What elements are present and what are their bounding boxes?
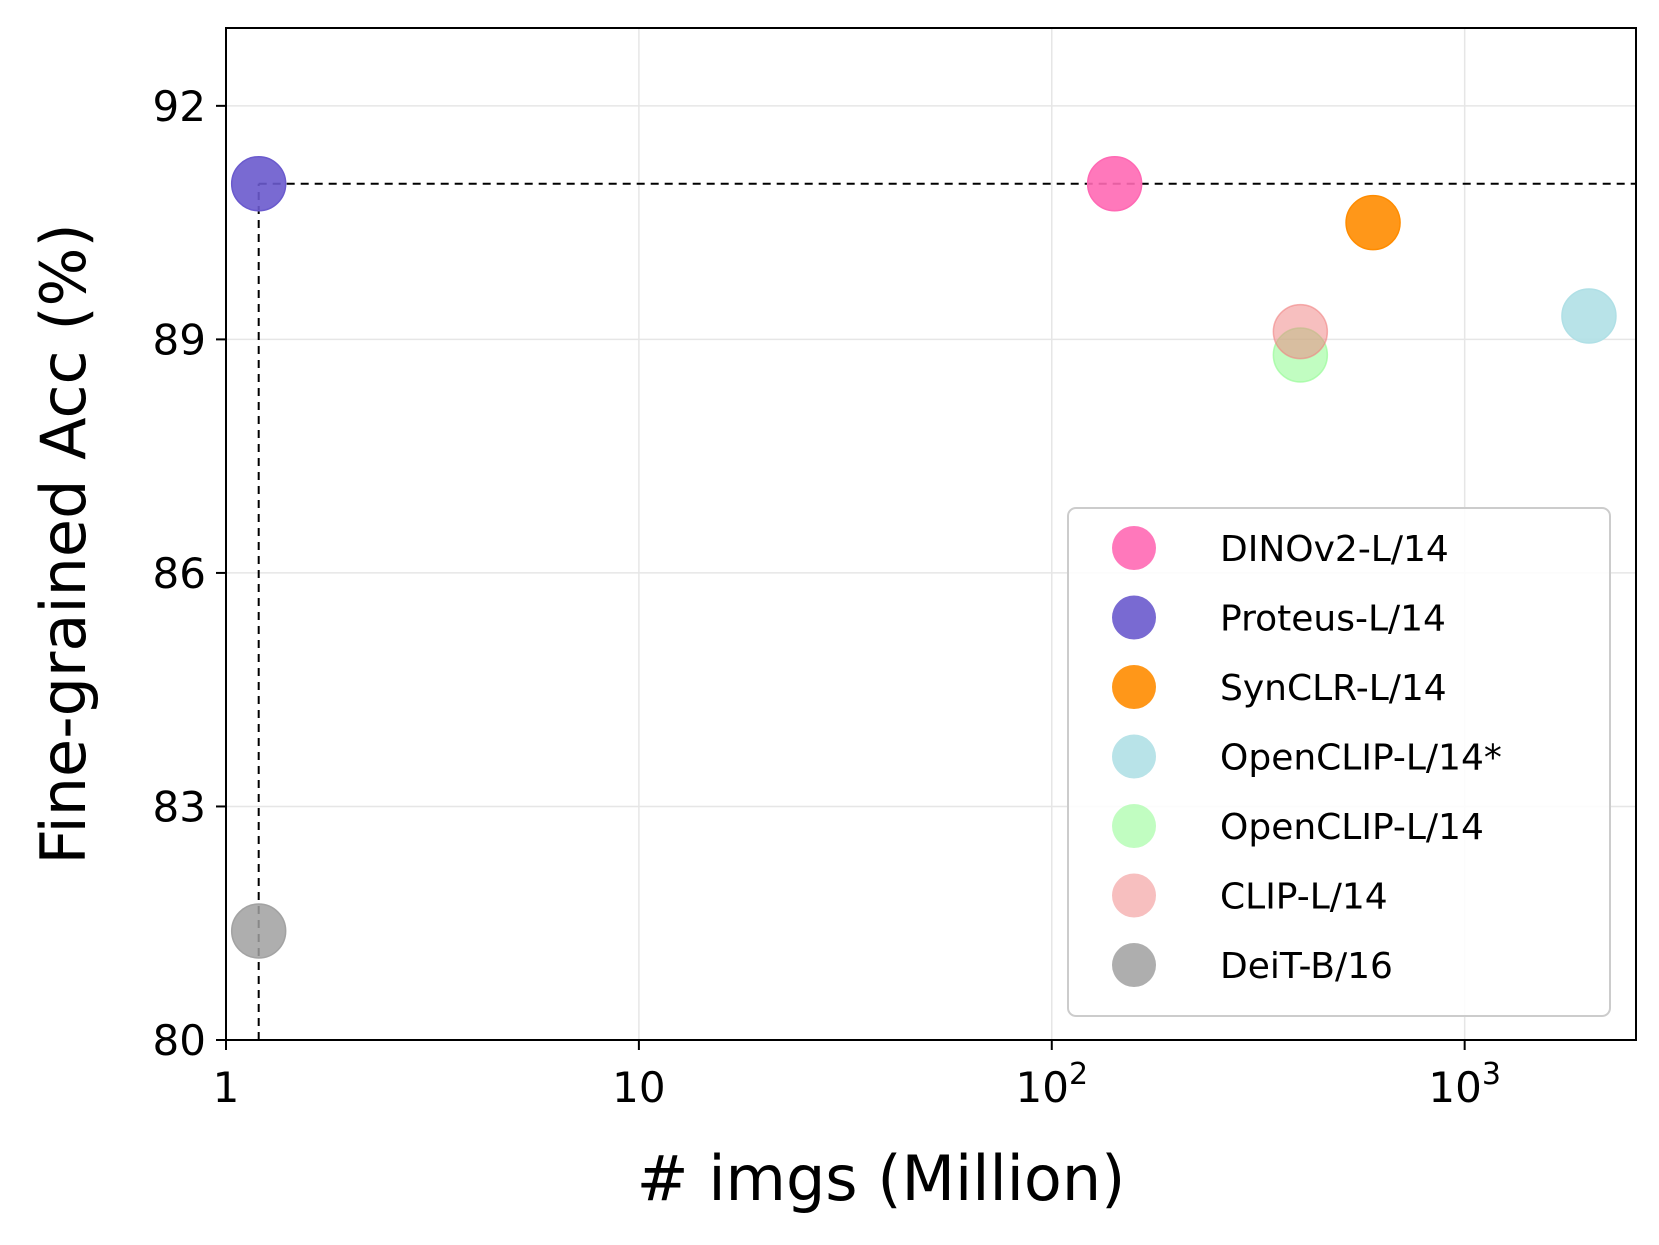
x-tick-label: 1 bbox=[213, 1063, 240, 1112]
y-tick-label: 86 bbox=[153, 549, 206, 598]
legend-marker bbox=[1112, 804, 1156, 848]
point-clip-l-14 bbox=[1272, 303, 1329, 360]
y-tick-label: 80 bbox=[153, 1016, 206, 1065]
x-tick-label: 103 bbox=[1428, 1057, 1501, 1112]
legend-label: Proteus-L/14 bbox=[1220, 599, 1446, 640]
y-tick-label: 83 bbox=[153, 782, 206, 831]
legend-marker bbox=[1112, 526, 1156, 570]
legend-marker bbox=[1112, 665, 1156, 709]
x-axis-ticks: 1 10 102 103 bbox=[213, 1040, 1501, 1112]
legend-box bbox=[1067, 507, 1611, 1017]
y-tick-label: 92 bbox=[153, 82, 206, 131]
legend-label: OpenCLIP-L/14 bbox=[1220, 807, 1484, 848]
y-axis-label: Fine-grained Acc (%) bbox=[27, 223, 100, 864]
legend-marker bbox=[1112, 734, 1156, 779]
point-openclip-l-14 bbox=[1561, 288, 1617, 344]
legend-label: DINOv2-L/14 bbox=[1220, 529, 1449, 570]
legend-marker bbox=[1112, 873, 1156, 918]
legend-marker bbox=[1112, 943, 1156, 987]
data-points bbox=[230, 155, 1617, 959]
legend-label: OpenCLIP-L/14* bbox=[1220, 738, 1502, 779]
x-axis-label: # imgs (Million) bbox=[637, 1142, 1126, 1215]
y-axis-ticks: 80 83 86 89 92 bbox=[153, 82, 226, 1065]
plot-frame bbox=[225, 27, 1637, 1041]
point-dinov2-l-14 bbox=[1086, 155, 1143, 212]
y-tick-label: 89 bbox=[153, 315, 206, 364]
x-tick-label: 10 bbox=[612, 1063, 665, 1112]
legend-label: CLIP-L/14 bbox=[1220, 877, 1388, 918]
legend: DINOv2-L/14 Proteus-L/14 SynCLR-L/14 OpenCL… bbox=[1067, 507, 1611, 1017]
point-synclr-l-14 bbox=[1345, 194, 1401, 251]
legend-label: DeiT-B/16 bbox=[1220, 946, 1393, 987]
reference-lines bbox=[257, 182, 1636, 1040]
point-deit-b-16 bbox=[230, 903, 287, 959]
legend-label: SynCLR-L/14 bbox=[1220, 668, 1447, 709]
point-proteus-l-14 bbox=[230, 155, 287, 212]
legend-marker bbox=[1112, 595, 1156, 640]
x-tick-label: 102 bbox=[1016, 1057, 1089, 1112]
